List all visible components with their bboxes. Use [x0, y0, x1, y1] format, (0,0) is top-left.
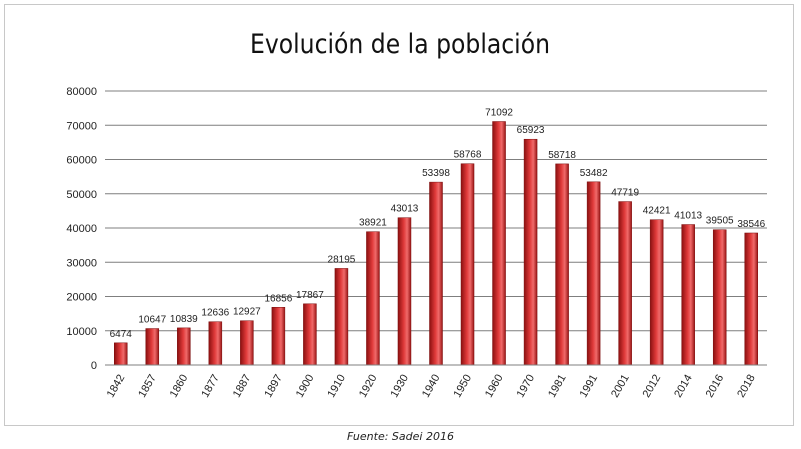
bar: [523, 138, 538, 366]
bar: [492, 121, 506, 366]
bar: [586, 181, 601, 366]
bar: [177, 327, 191, 366]
x-tick-label: 2012: [641, 373, 664, 400]
data-label: 42421: [643, 206, 671, 217]
data-label: 39505: [706, 216, 734, 227]
data-label: 65923: [517, 125, 545, 136]
y-tick-label: 10000: [66, 326, 97, 338]
data-label: 10647: [138, 315, 166, 326]
data-label: 41013: [674, 211, 702, 222]
bar: [366, 231, 380, 366]
bar: [334, 268, 349, 366]
x-tick-label: 1877: [199, 373, 222, 400]
x-tick-label: 1940: [420, 373, 443, 400]
data-label: 53482: [580, 168, 608, 179]
bar: [649, 219, 664, 366]
y-axis-tick-labels: 0 10000 20000 30000 40000 50000 60000 70000 8000…: [66, 86, 97, 372]
x-tick-label: 1950: [451, 373, 474, 400]
bar: [712, 229, 727, 366]
x-tick-label: 1991: [578, 373, 601, 400]
data-label: 47719: [611, 188, 639, 199]
x-tick-label: 2014: [672, 373, 695, 400]
bar: [744, 232, 758, 366]
bar: [681, 224, 695, 366]
x-tick-label: 2018: [735, 373, 758, 400]
y-tick-label: 40000: [66, 223, 97, 235]
data-label: 12927: [233, 307, 261, 318]
data-label: 38921: [359, 218, 387, 229]
bar: [397, 217, 412, 366]
x-tick-label: 1857: [136, 373, 159, 400]
y-tick-label: 20000: [66, 292, 97, 304]
x-tick-label: 1842: [105, 373, 128, 400]
x-tick-label: 1900: [294, 373, 317, 400]
x-tick-label: 1860: [168, 373, 191, 400]
bar: [555, 163, 569, 366]
data-label: 17867: [296, 290, 324, 301]
y-tick-label: 80000: [66, 86, 97, 98]
bar: [429, 181, 443, 366]
data-label: 58768: [454, 150, 482, 161]
y-tick-label: 50000: [66, 189, 97, 201]
chart-frame: Evolución de la población 0 10000 20000 300…: [4, 4, 794, 426]
x-axis-tick-labels: 1842 1857 1860 1877 1887 1897 1900 1910 1920 1930…: [105, 373, 758, 400]
data-label: 53398: [422, 168, 450, 179]
y-tick-label: 0: [91, 360, 97, 372]
data-label: 6474: [110, 329, 133, 340]
x-tick-label: 1897: [262, 373, 285, 400]
x-tick-label: 2001: [609, 373, 632, 400]
x-tick-label: 1970: [515, 373, 538, 400]
data-label: 28195: [328, 254, 356, 265]
source-note: Fuente: Sadei 2016: [347, 430, 454, 443]
bar: [145, 328, 160, 366]
x-tick-label: 1930: [388, 373, 411, 400]
data-label: 58718: [548, 150, 576, 161]
population-bar-chart: Evolución de la población 0 10000 20000 300…: [66, 29, 767, 400]
x-tick-label: 1920: [357, 373, 380, 400]
bar: [303, 303, 317, 366]
bar: [240, 320, 254, 366]
x-tick-label: 1910: [325, 373, 348, 400]
data-label: 38546: [737, 219, 765, 230]
data-label: 43013: [391, 204, 419, 215]
data-label: 10839: [170, 314, 198, 325]
x-tick-label: 1981: [546, 373, 569, 400]
y-tick-label: 70000: [66, 120, 97, 132]
y-tick-label: 30000: [66, 257, 97, 269]
chart-title: Evolución de la población: [250, 29, 550, 60]
x-tick-label: 1887: [231, 373, 254, 400]
data-label: 12636: [201, 308, 229, 319]
bar: [618, 201, 632, 366]
x-tick-label: 2016: [704, 373, 727, 400]
bar: [208, 321, 223, 366]
bar: [271, 307, 286, 366]
bars: [114, 121, 758, 366]
data-label: 71092: [485, 108, 513, 119]
x-tick-label: 1960: [483, 373, 506, 400]
bar: [114, 342, 128, 366]
y-tick-label: 60000: [66, 155, 97, 167]
data-label: 16856: [264, 293, 292, 304]
bar: [460, 163, 475, 366]
